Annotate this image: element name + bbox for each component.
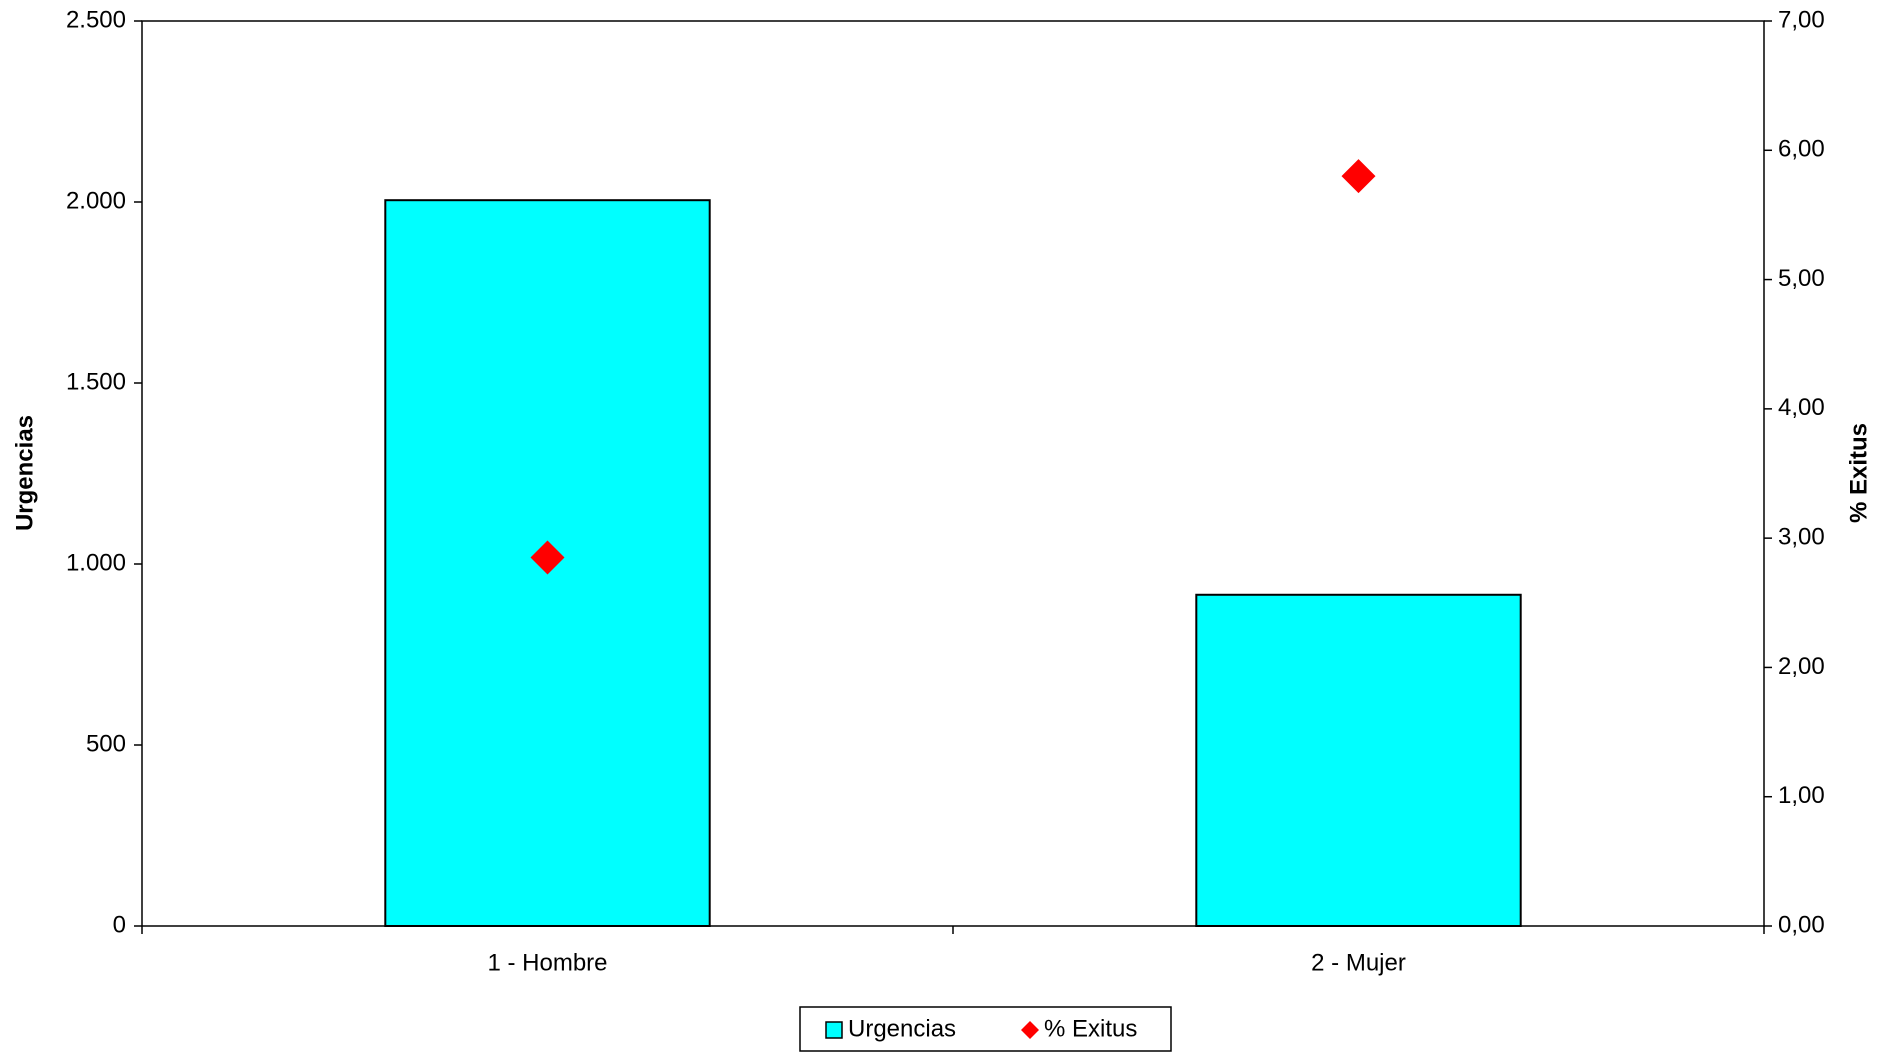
diamond-marker [1341,159,1376,194]
legend-label: Urgencias [848,1015,956,1042]
y2-tick-label: 5,00 [1778,265,1825,292]
legend-swatch [1021,1021,1039,1039]
y-tick-label: 500 [86,730,126,757]
y2-tick-label: 6,00 [1778,136,1825,163]
y2-tick-label: 3,00 [1778,523,1825,550]
y2-axis-title: % Exitus [1845,423,1872,523]
y2-tick-label: 4,00 [1778,394,1825,421]
legend-label: % Exitus [1044,1015,1137,1042]
y2-tick-label: 2,00 [1778,653,1825,680]
y2-tick-label: 1,00 [1778,782,1825,809]
legend-swatch [825,1021,843,1039]
y-tick-label: 0 [113,911,126,938]
y-tick-label: 1.000 [66,549,126,576]
x-tick-label: 2 - Mujer [1311,949,1406,976]
bar [1195,593,1522,928]
x-tick-label: 1 - Hombre [487,949,607,976]
diamond-marker [530,540,565,575]
legend [799,1006,1172,1052]
y-tick-label: 2.000 [66,187,126,214]
y-tick-label: 2.500 [66,6,126,33]
y-tick-label: 1.500 [66,368,126,395]
y2-tick-label: 7,00 [1778,6,1825,33]
y-axis-title: Urgencias [11,415,38,531]
y2-tick-label: 0,00 [1778,911,1825,938]
